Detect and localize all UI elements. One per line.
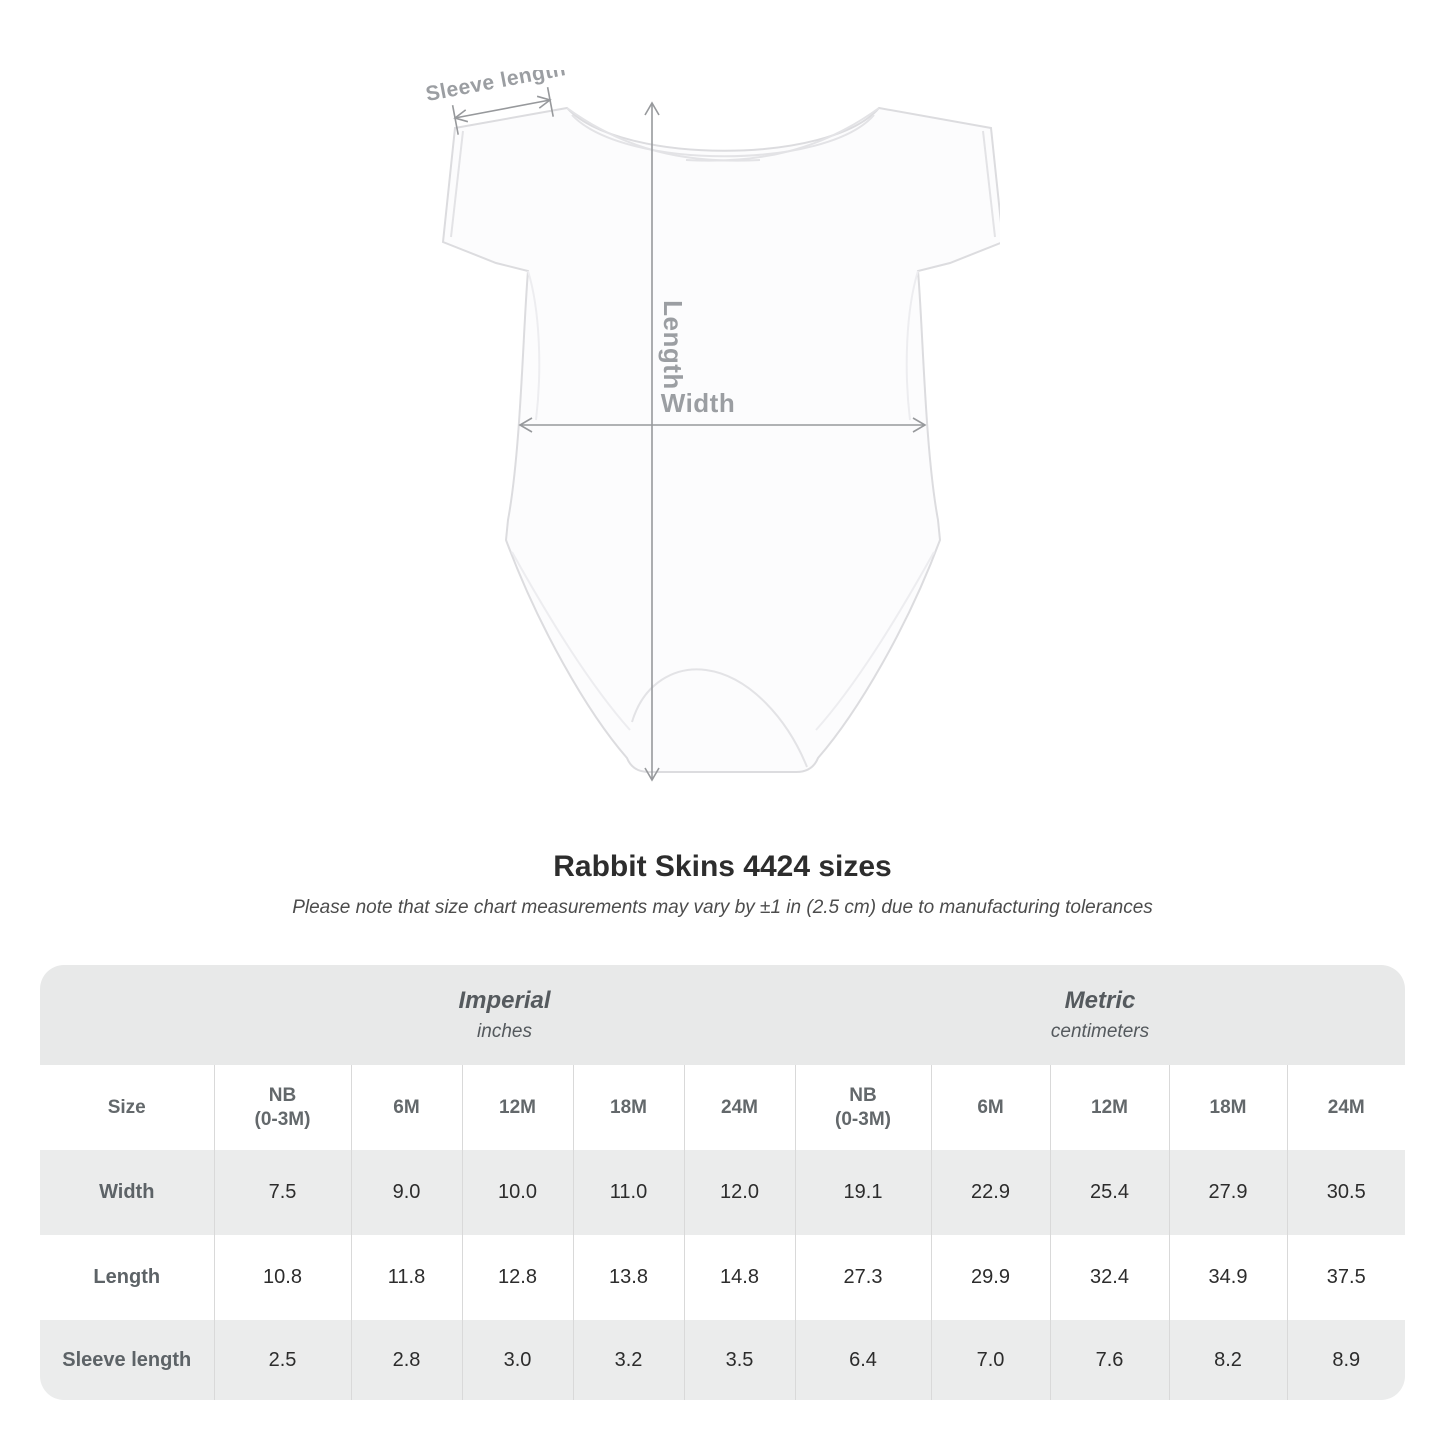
sleeve-length-arrow bbox=[451, 87, 554, 135]
collar-binding bbox=[571, 114, 875, 158]
size-value-cell: 3.0 bbox=[462, 1320, 574, 1400]
bodysuit-illustration: Sleeve length Length Width bbox=[424, 57, 1005, 782]
size-value-cell: 37.5 bbox=[1287, 1235, 1405, 1320]
size-value-cell: 30.5 bbox=[1287, 1150, 1405, 1235]
column-header-18m-imperial: 18M bbox=[573, 1065, 685, 1150]
metric-sublabel: centimeters bbox=[1050, 1020, 1150, 1042]
column-header-24m-imperial: 24M bbox=[684, 1065, 796, 1150]
size-value-cell: 7.5 bbox=[214, 1150, 352, 1235]
crotch-flap-seam bbox=[631, 668, 808, 768]
left-leg-binding bbox=[511, 551, 631, 731]
size-table: Imperial inches Metric centimeters Size … bbox=[40, 965, 1405, 1400]
column-header-6m-imperial: 6M bbox=[351, 1065, 463, 1150]
size-value-cell: 27.3 bbox=[795, 1235, 932, 1320]
column-header-row: Size NB (0-3M) 6M 12M 18M 24M NB (0-3M) … bbox=[40, 1065, 1405, 1150]
page-title: Rabbit Skins 4424 sizes bbox=[553, 850, 892, 883]
metric-label: Metric bbox=[1064, 987, 1136, 1015]
size-value-cell: 12.8 bbox=[462, 1235, 574, 1320]
column-header-12m-imperial: 12M bbox=[462, 1065, 574, 1150]
size-value-cell: 32.4 bbox=[1050, 1235, 1170, 1320]
column-header-size: Size bbox=[40, 1065, 215, 1150]
size-value-cell: 2.8 bbox=[351, 1320, 463, 1400]
right-cuff-seam bbox=[982, 130, 996, 238]
column-header-18m-metric: 18M bbox=[1169, 1065, 1288, 1150]
right-lap-shoulder-seam bbox=[685, 107, 880, 162]
width-arrow bbox=[518, 417, 927, 433]
left-cuff-seam bbox=[450, 130, 464, 238]
size-value-cell: 10.8 bbox=[214, 1235, 352, 1320]
size-value-cell: 3.2 bbox=[573, 1320, 685, 1400]
size-value-cell: 27.9 bbox=[1169, 1150, 1288, 1235]
imperial-label: Imperial bbox=[458, 987, 551, 1015]
bodysuit-outline bbox=[441, 106, 1005, 773]
size-value-cell: 7.6 bbox=[1050, 1320, 1170, 1400]
length-arrow bbox=[644, 101, 660, 782]
imperial-sublabel: inches bbox=[477, 1020, 532, 1042]
table-row-length: Length 10.8 11.8 12.8 13.8 14.8 27.3 29.… bbox=[40, 1235, 1405, 1320]
page-subtitle: Please note that size chart measurements… bbox=[292, 897, 1153, 918]
size-value-cell: 34.9 bbox=[1169, 1235, 1288, 1320]
unit-band-imperial: Imperial inches bbox=[214, 965, 796, 1065]
size-value-cell: 25.4 bbox=[1050, 1150, 1170, 1235]
right-leg-binding bbox=[815, 551, 935, 731]
unit-band-spacer bbox=[40, 965, 214, 1065]
size-value-cell: 29.9 bbox=[931, 1235, 1051, 1320]
length-label: Length bbox=[658, 300, 688, 390]
unit-band-metric: Metric centimeters bbox=[795, 965, 1405, 1065]
size-value-cell: 11.0 bbox=[573, 1150, 685, 1235]
row-label-sleeve-length: Sleeve length bbox=[40, 1320, 215, 1400]
row-label-width: Width bbox=[40, 1150, 215, 1235]
size-value-cell: 7.0 bbox=[931, 1320, 1051, 1400]
size-value-cell: 8.9 bbox=[1287, 1320, 1405, 1400]
size-value-cell: 19.1 bbox=[795, 1150, 932, 1235]
size-value-cell: 13.8 bbox=[573, 1235, 685, 1320]
bodysuit-size-diagram: Sleeve length Length Width bbox=[420, 57, 1005, 800]
table-row-sleeve-length: Sleeve length 2.5 2.8 3.0 3.2 3.5 6.4 7.… bbox=[40, 1320, 1405, 1400]
size-value-cell: 9.0 bbox=[351, 1150, 463, 1235]
unit-band-row: Imperial inches Metric centimeters bbox=[40, 965, 1405, 1065]
row-label-length: Length bbox=[40, 1235, 215, 1320]
size-value-cell: 2.5 bbox=[214, 1320, 352, 1400]
size-value-cell: 22.9 bbox=[931, 1150, 1051, 1235]
size-value-cell: 14.8 bbox=[684, 1235, 796, 1320]
column-header-12m-metric: 12M bbox=[1050, 1065, 1170, 1150]
width-label: Width bbox=[661, 388, 735, 418]
size-value-cell: 11.8 bbox=[351, 1235, 463, 1320]
size-value-cell: 8.2 bbox=[1169, 1320, 1288, 1400]
column-header-6m-metric: 6M bbox=[931, 1065, 1051, 1150]
column-header-nb-metric: NB (0-3M) bbox=[795, 1065, 932, 1150]
size-table-container: Imperial inches Metric centimeters Size … bbox=[40, 965, 1405, 1400]
size-value-cell: 6.4 bbox=[795, 1320, 932, 1400]
column-header-24m-metric: 24M bbox=[1287, 1065, 1405, 1150]
column-header-nb-imperial: NB (0-3M) bbox=[214, 1065, 352, 1150]
left-underarm-fold bbox=[527, 270, 541, 421]
size-value-cell: 10.0 bbox=[462, 1150, 574, 1235]
size-value-cell: 12.0 bbox=[684, 1150, 796, 1235]
right-underarm-fold bbox=[905, 270, 919, 421]
table-row-width: Width 7.5 9.0 10.0 11.0 12.0 19.1 22.9 2… bbox=[40, 1150, 1405, 1235]
size-value-cell: 3.5 bbox=[684, 1320, 796, 1400]
